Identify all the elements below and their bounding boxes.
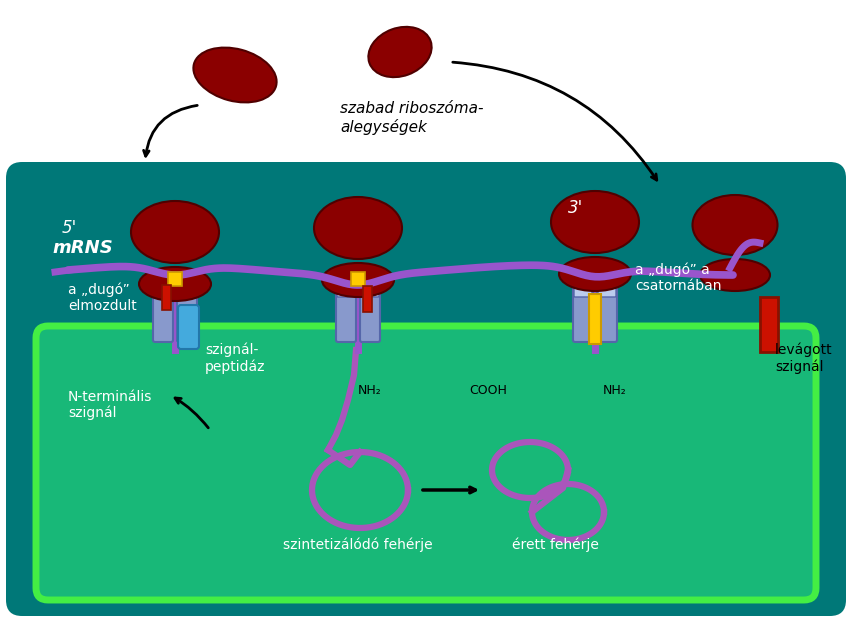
Text: 3': 3' (568, 199, 583, 217)
FancyBboxPatch shape (36, 326, 816, 600)
Bar (760, 297, 778, 352)
Ellipse shape (700, 259, 770, 291)
FancyBboxPatch shape (597, 280, 617, 342)
FancyBboxPatch shape (361, 281, 379, 297)
Text: érett fehérje: érett fehérje (512, 538, 599, 553)
Ellipse shape (131, 201, 219, 263)
Ellipse shape (322, 263, 394, 297)
Text: szabad riboszóma-
alegységek: szabad riboszóma- alegységek (340, 101, 483, 135)
Text: mRNS: mRNS (52, 239, 113, 257)
FancyBboxPatch shape (598, 281, 616, 297)
Text: szintetizálódó fehérje: szintetizálódó fehérje (284, 538, 433, 553)
FancyBboxPatch shape (178, 305, 199, 349)
FancyBboxPatch shape (153, 280, 173, 342)
FancyBboxPatch shape (573, 280, 593, 342)
Ellipse shape (139, 267, 211, 301)
FancyBboxPatch shape (337, 281, 355, 297)
Ellipse shape (693, 195, 778, 255)
FancyBboxPatch shape (177, 280, 197, 342)
Ellipse shape (368, 27, 431, 77)
FancyBboxPatch shape (178, 281, 196, 297)
FancyBboxPatch shape (574, 281, 592, 297)
Text: a „dugó” a
csatornában: a „dugó” a csatornában (635, 263, 722, 294)
Ellipse shape (194, 48, 277, 103)
Text: a „dugó”
elmozdult: a „dugó” elmozdult (68, 283, 137, 313)
Bar (589, 294, 601, 344)
FancyBboxPatch shape (154, 281, 172, 297)
FancyBboxPatch shape (360, 280, 380, 342)
Ellipse shape (559, 257, 631, 291)
Text: 5': 5' (62, 219, 77, 237)
Bar (168, 272, 182, 286)
Text: szignál-
peptidáz: szignál- peptidáz (205, 342, 266, 374)
Bar (162, 285, 171, 310)
FancyBboxPatch shape (336, 280, 356, 342)
Ellipse shape (551, 191, 639, 253)
Text: NH₂: NH₂ (603, 384, 627, 396)
Text: levágott
szignál: levágott szignál (775, 342, 833, 374)
Text: COOH: COOH (469, 384, 507, 396)
Bar (363, 286, 372, 312)
FancyBboxPatch shape (6, 162, 846, 616)
Bar (351, 272, 365, 286)
Text: N-terminális
szignál: N-terminális szignál (68, 389, 152, 420)
Ellipse shape (314, 197, 402, 259)
Text: NH₂: NH₂ (358, 384, 382, 396)
